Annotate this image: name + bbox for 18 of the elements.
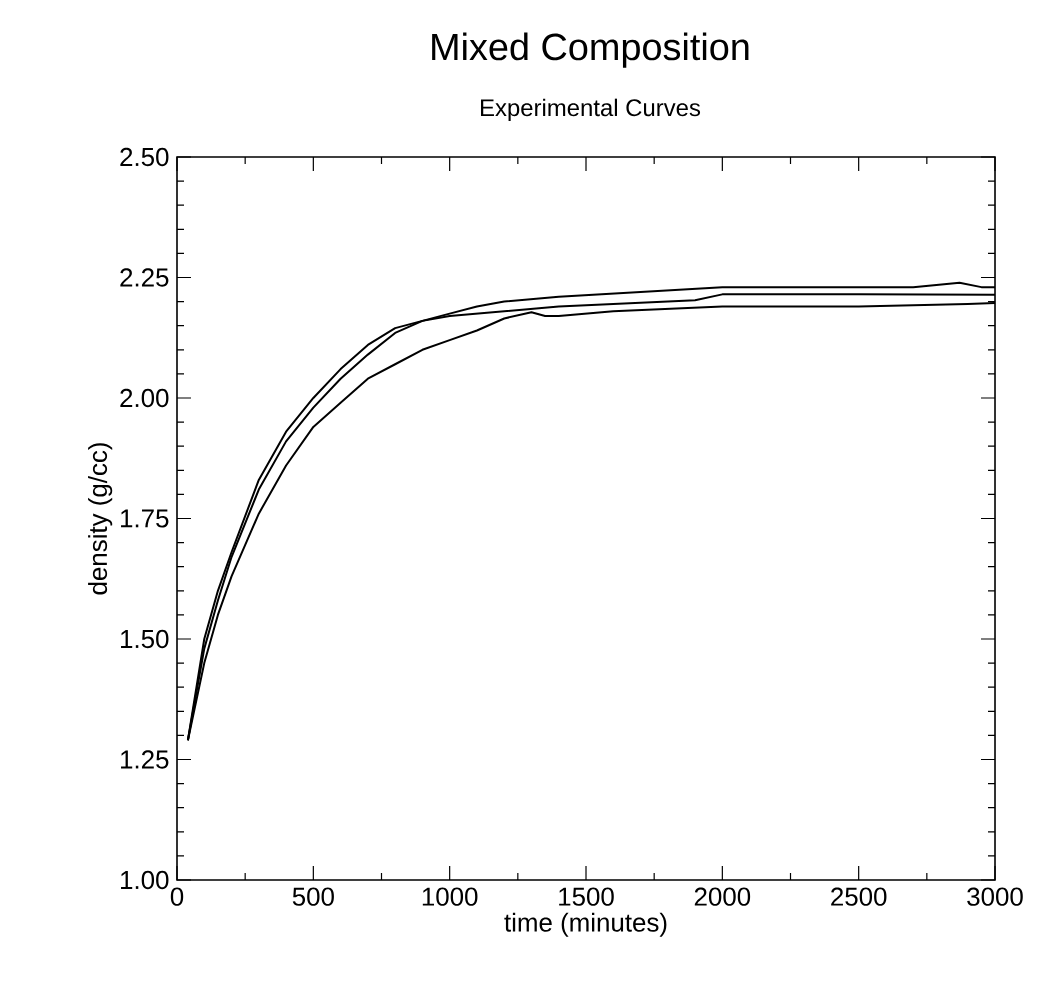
x-tick-label: 2500 bbox=[831, 887, 887, 906]
x-tick-label: 3000 bbox=[967, 887, 1023, 906]
x-tick-label: 1500 bbox=[559, 887, 614, 906]
x-tick-label: 2000 bbox=[694, 887, 751, 906]
y-tick-label: 2.50 bbox=[120, 147, 169, 167]
y-tick-label: 1.00 bbox=[121, 870, 169, 890]
chart-title: Mixed Composition bbox=[432, 32, 749, 68]
y-tick-label: 2.25 bbox=[120, 268, 169, 287]
x-tick-label: 0 bbox=[170, 887, 184, 906]
y-tick-label: 1.75 bbox=[121, 509, 169, 528]
x-axis-title: time (minutes) bbox=[504, 912, 667, 937]
y-tick-label: 2.00 bbox=[120, 388, 169, 408]
y-axis-title: density (g/cc) bbox=[88, 443, 113, 595]
y-tick-label: 1.25 bbox=[121, 750, 169, 769]
chart-subtitle: Experimental Curves bbox=[481, 98, 701, 121]
x-tick-label: 1000 bbox=[422, 887, 478, 906]
x-tick-label: 500 bbox=[292, 887, 334, 906]
y-tick-label: 1.50 bbox=[121, 629, 169, 649]
